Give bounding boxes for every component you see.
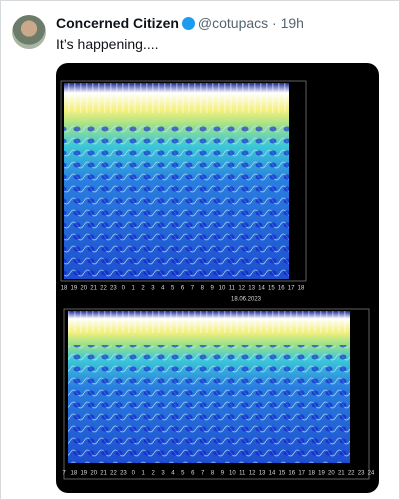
hour-label: 24 (368, 471, 375, 477)
handle[interactable]: @cotupacs (197, 15, 269, 31)
hour-label: 3 (161, 471, 165, 477)
hour-label: 23 (120, 471, 127, 477)
hour-label: 5 (181, 471, 185, 477)
hour-label: 14 (269, 471, 276, 477)
hour-label: 22 (100, 286, 107, 292)
author-name[interactable]: Concerned Citizen (56, 15, 179, 31)
hour-label: 2 (141, 286, 145, 292)
hour-label: 21 (90, 286, 97, 292)
hour-label: 22 (348, 471, 355, 477)
hour-label: 12 (249, 471, 256, 477)
timestamp[interactable]: 19h (280, 15, 304, 31)
hour-label: 14 (258, 286, 265, 292)
hour-label: 11 (239, 471, 246, 477)
hour-label: 13 (259, 471, 266, 477)
hour-label: 0 (122, 286, 126, 292)
hour-label: 10 (229, 471, 236, 477)
hour-label: 18 (71, 471, 78, 477)
panel-frame (60, 80, 307, 282)
hour-label: 7 (62, 471, 66, 477)
panel-frame (63, 308, 370, 480)
hour-label: 18 (308, 471, 315, 477)
tweet-image[interactable]: 18.06.2023 18 19 20 21 22 23 0 1 2 3 4 5 6 7 8 9 10 11 12 1… (56, 63, 379, 493)
hour-label: 10 (219, 286, 226, 292)
hour-label: 17 (288, 286, 295, 292)
tweet-header: Concerned Citizen @cotupacs · 19h (56, 15, 304, 31)
hour-label: 7 (191, 286, 195, 292)
hour-label: 0 (132, 471, 136, 477)
hour-label: 16 (288, 471, 295, 477)
hour-label: 8 (201, 286, 205, 292)
hour-label: 9 (221, 471, 225, 477)
hour-label: 4 (171, 471, 175, 477)
hour-label: 1 (142, 471, 146, 477)
hour-label: 6 (181, 286, 185, 292)
tweet-text: It’s happening.... (56, 36, 159, 52)
separator: · (268, 15, 281, 31)
spectrogram-pattern (64, 123, 289, 279)
hour-label: 1 (131, 286, 135, 292)
hour-label: 20 (328, 471, 335, 477)
hour-label: 2 (151, 471, 155, 477)
verified-badge (181, 17, 195, 30)
hour-label: 23 (110, 286, 117, 292)
spectrogram-pattern (68, 345, 350, 463)
spectrogram-noise (64, 83, 289, 113)
hour-label: 19 (318, 471, 325, 477)
hour-label: 5 (171, 286, 175, 292)
hour-label: 21 (100, 471, 107, 477)
hour-label: 21 (338, 471, 345, 477)
hour-label: 7 (201, 471, 205, 477)
hour-label: 15 (268, 286, 275, 292)
hour-label: 22 (110, 471, 117, 477)
hour-label: 9 (210, 286, 214, 292)
hour-label: 18 (61, 286, 68, 292)
hour-label: 11 (229, 286, 236, 292)
hour-label: 19 (80, 471, 87, 477)
hour-label: 15 (279, 471, 286, 477)
hour-label: 17 (298, 471, 305, 477)
spectrogram-noise (68, 311, 350, 333)
hour-label: 19 (71, 286, 78, 292)
hour-label: 8 (211, 471, 215, 477)
avatar[interactable] (12, 15, 46, 49)
hour-label: 20 (90, 471, 97, 477)
hour-label: 3 (151, 286, 155, 292)
hour-label: 4 (161, 286, 165, 292)
hour-label: 20 (80, 286, 87, 292)
date-label: 18.06.2023 (231, 297, 262, 303)
hour-label: 16 (278, 286, 285, 292)
hour-label: 18 (298, 286, 305, 292)
hour-label: 23 (358, 471, 365, 477)
hour-label: 6 (191, 471, 195, 477)
hour-label: 12 (238, 286, 245, 292)
hour-label: 13 (248, 286, 255, 292)
